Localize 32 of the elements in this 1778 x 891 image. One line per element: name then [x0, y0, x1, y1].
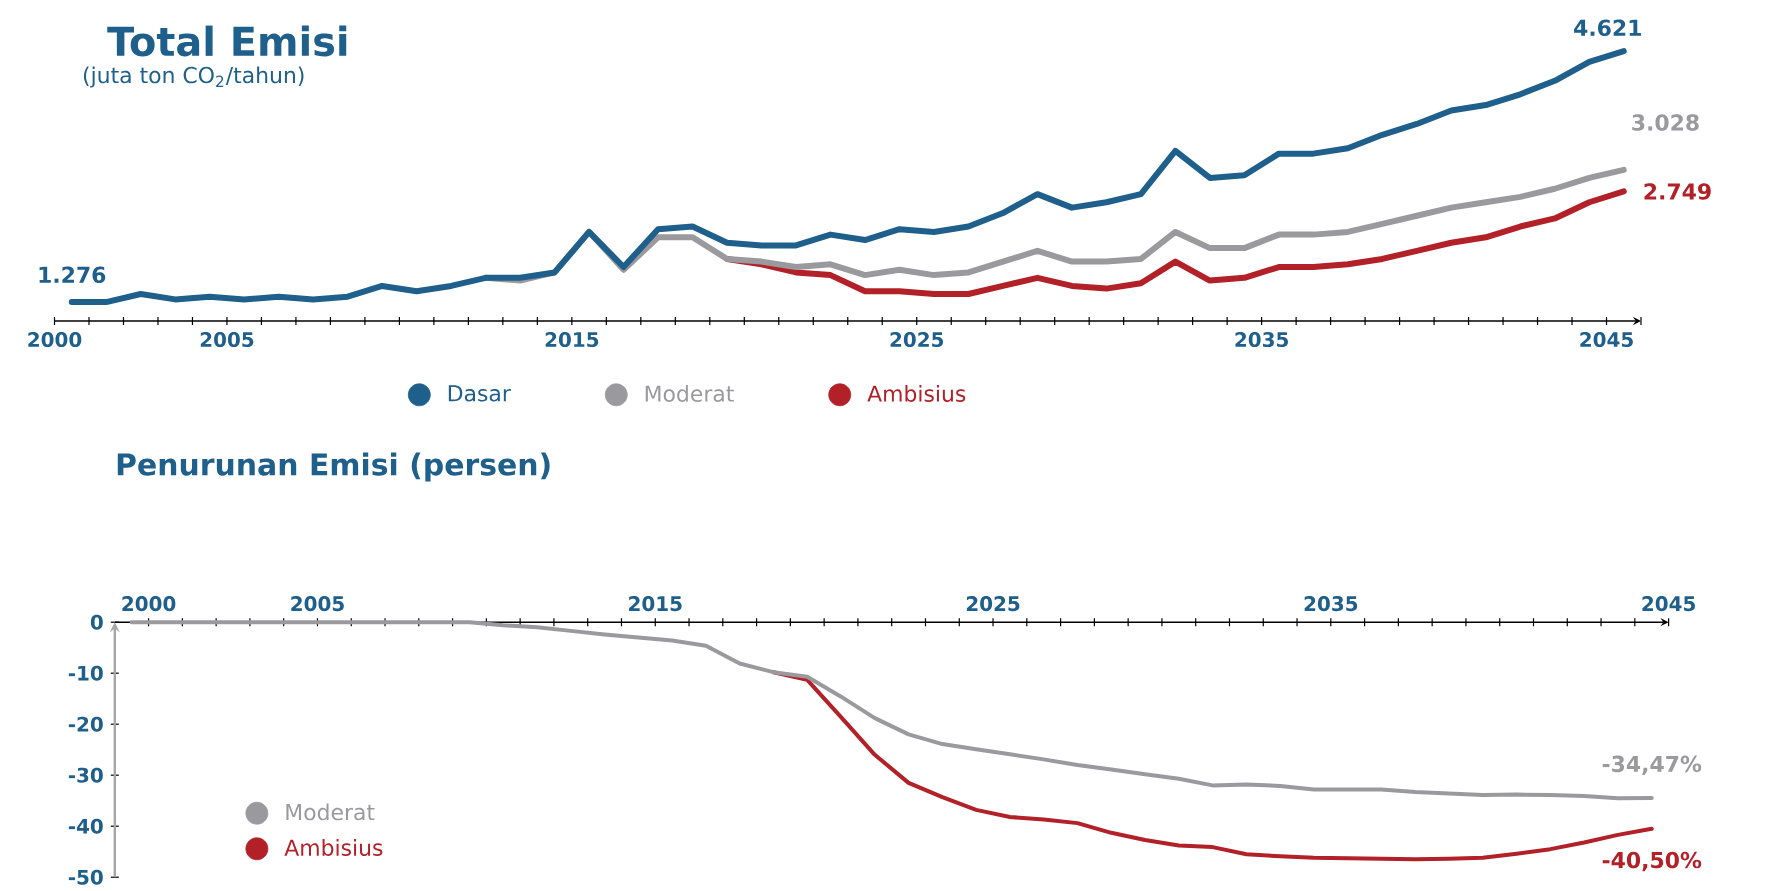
annotation: -34,47%	[1602, 755, 1702, 775]
text: (juta ton CO$_{2}$/tahun)	[83, 66, 304, 88]
annotation: 2.749	[1644, 182, 1711, 200]
x-tick-label: 2000	[28, 331, 82, 347]
y-tick-label: -40	[68, 818, 103, 834]
x-tick-label: 2015	[629, 595, 682, 611]
x-tick-label: 2035	[1304, 595, 1358, 611]
legend-label: Ambisius	[867, 384, 966, 402]
chart-title: Total Emisi	[107, 25, 347, 57]
y-tick-label: -20	[68, 716, 103, 732]
x-tick-label: 2025	[890, 331, 944, 347]
legend-label: Dasar	[448, 385, 511, 402]
annotation: 3.028	[1632, 114, 1699, 131]
legend-label: Ambisius	[284, 838, 383, 856]
x-tick-label: 2045	[1642, 595, 1695, 611]
annotation: -40,50%	[1602, 851, 1702, 871]
x-tick-label: 2015	[545, 331, 599, 347]
x-tick-label: 2005	[200, 331, 254, 347]
x-tick-label: 2005	[291, 595, 344, 611]
x-tick-label: 2025	[966, 595, 1020, 611]
y-tick-label: -50	[68, 869, 103, 885]
annotation: 1.276	[39, 266, 106, 283]
legend-label: Moderat	[286, 803, 375, 821]
legend-label: Moderat	[645, 384, 734, 402]
y-tick-label: -30	[68, 767, 103, 783]
y-tick-label: 0	[90, 614, 103, 630]
x-tick-label: 2045	[1580, 331, 1633, 347]
chart-title: Penurunan Emisi (persen)	[117, 452, 550, 482]
x-tick-label: 2035	[1235, 331, 1288, 347]
y-tick-label: -10	[68, 665, 103, 681]
x-tick-label: 2000	[122, 595, 176, 611]
annotation: 4.621	[1574, 19, 1641, 36]
